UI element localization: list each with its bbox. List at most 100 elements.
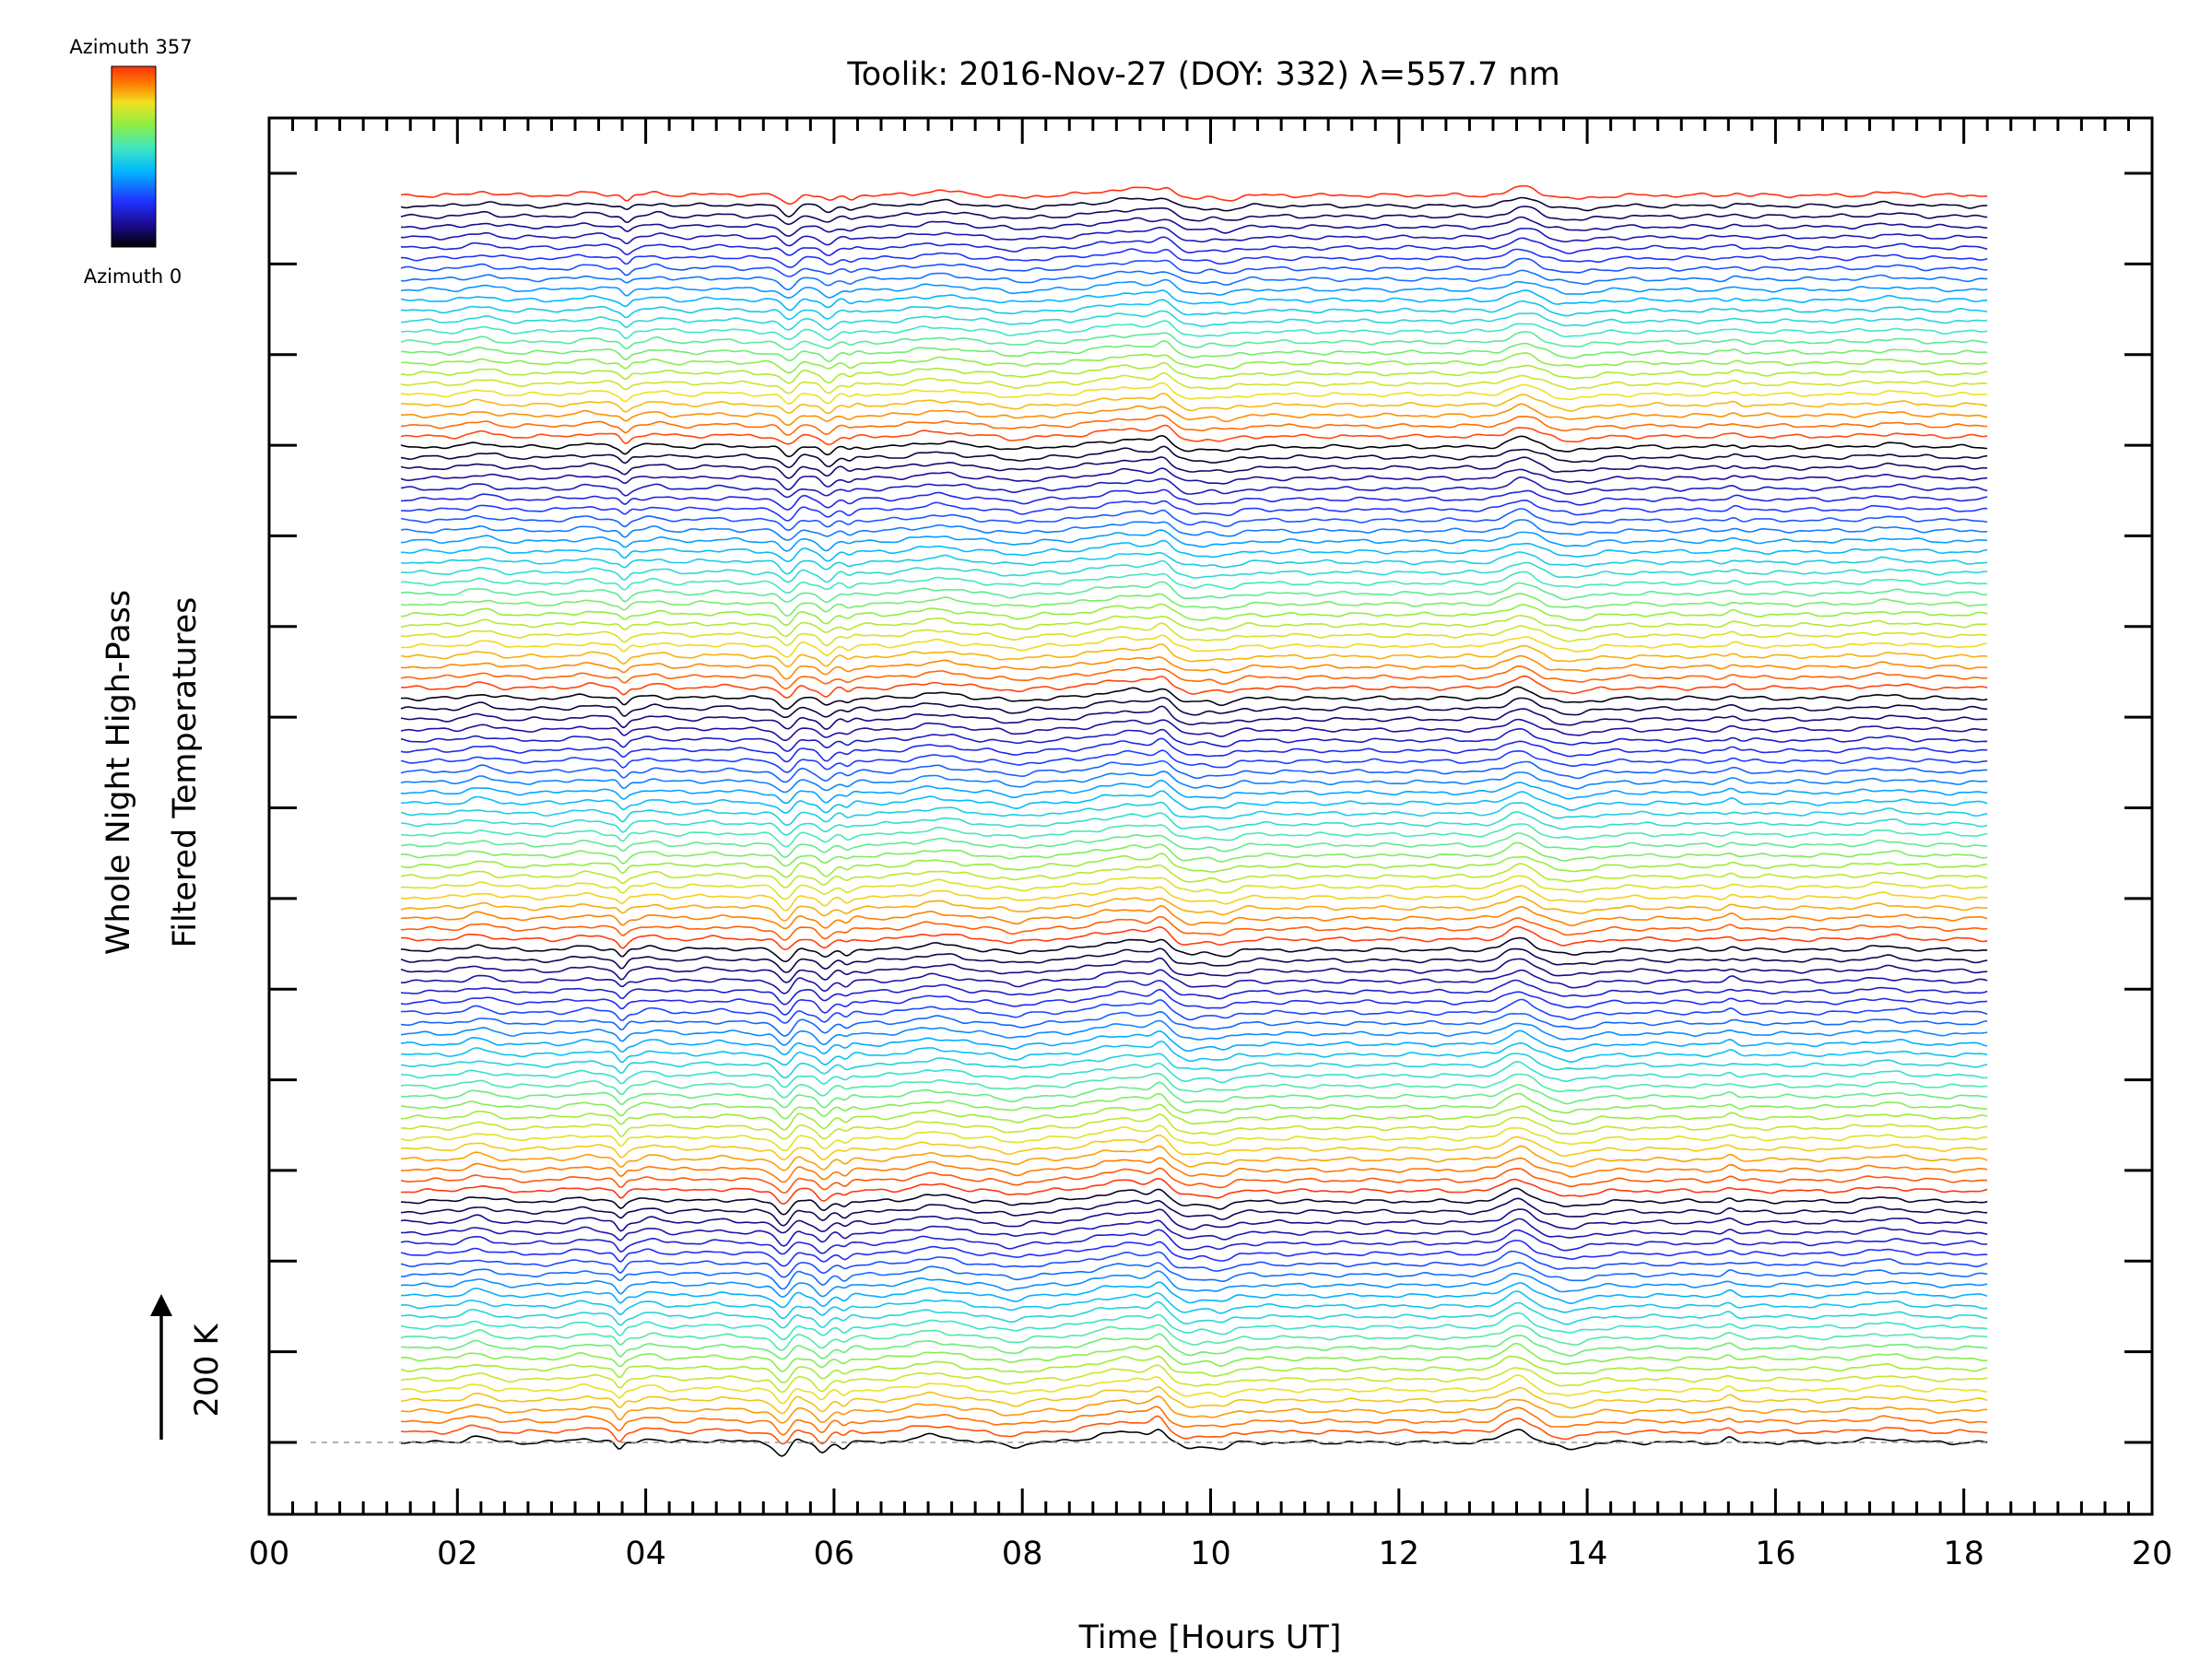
x-tick-label: 10 xyxy=(1190,1535,1231,1572)
x-tick-label: 04 xyxy=(625,1535,666,1572)
series-line xyxy=(400,339,1988,363)
series-line xyxy=(400,654,1988,680)
x-axis-label: Time [Hours UT] xyxy=(1078,1619,1342,1656)
series-line xyxy=(400,1250,1988,1278)
series-line xyxy=(400,1364,1988,1394)
series-line xyxy=(400,236,1988,257)
y-axis-label-line1: Whole Night High-Pass xyxy=(100,590,137,955)
colorbar-bottom-label: Azimuth 0 xyxy=(84,265,182,288)
series-line xyxy=(401,1290,1988,1320)
series-line xyxy=(401,1113,1988,1140)
series-line xyxy=(400,320,1988,341)
series-line xyxy=(400,1415,1988,1445)
series-line xyxy=(400,499,1988,522)
series-line xyxy=(400,895,1988,922)
axis-ticks xyxy=(267,118,2154,1514)
series-line xyxy=(400,434,1988,458)
series-line xyxy=(400,947,1988,973)
series-line xyxy=(400,936,1988,963)
x-tick-label: 16 xyxy=(1755,1535,1796,1572)
series-line xyxy=(400,519,1988,541)
x-tick-labels: 00 02 04 06 08 10 12 14 16 18 20 xyxy=(249,1535,2173,1572)
series-line xyxy=(400,885,1988,912)
series-line xyxy=(400,1010,1988,1037)
series-line xyxy=(400,1092,1988,1120)
colorbar-gradient xyxy=(111,65,157,248)
series-line xyxy=(400,1406,1988,1436)
series-line xyxy=(401,414,1988,436)
series-line xyxy=(401,529,1988,552)
series-line xyxy=(401,1157,1988,1183)
series-line xyxy=(401,823,1988,848)
series-line xyxy=(400,801,1988,827)
series-line xyxy=(400,352,1988,374)
series-line xyxy=(400,1167,1988,1194)
series-line xyxy=(400,206,1988,226)
series-line xyxy=(400,1053,1988,1078)
series-line xyxy=(401,1300,1988,1329)
series-line xyxy=(400,634,1988,658)
series-line xyxy=(400,289,1988,312)
series-line xyxy=(400,979,1988,1006)
series-line xyxy=(400,551,1988,575)
series-line xyxy=(400,1374,1988,1405)
series-line xyxy=(401,915,1988,941)
series-line xyxy=(400,1312,1988,1341)
series-line xyxy=(400,905,1988,930)
series-line xyxy=(400,1197,1988,1227)
series-line xyxy=(400,771,1988,794)
series-line xyxy=(400,1187,1988,1216)
series-line xyxy=(400,988,1988,1016)
series-line xyxy=(400,581,1988,604)
scale-bar-label: 200 K xyxy=(189,1324,226,1418)
series-line xyxy=(400,248,1988,268)
x-tick-label: 20 xyxy=(2132,1535,2173,1572)
series-line xyxy=(400,403,1988,427)
series-line xyxy=(400,488,1988,511)
scale-bar: 200 K xyxy=(150,1294,226,1440)
series-line xyxy=(400,1229,1988,1255)
series-line xyxy=(400,759,1988,783)
series-line xyxy=(400,718,1988,741)
series-line xyxy=(400,382,1988,405)
series-line xyxy=(400,841,1988,867)
series-line xyxy=(401,1177,1988,1206)
series-line xyxy=(400,196,1988,218)
colorbar-top-label: Azimuth 357 xyxy=(69,36,192,58)
series-line xyxy=(400,811,1988,836)
series-line xyxy=(400,1145,1988,1171)
series-line xyxy=(400,1355,1988,1383)
series-line xyxy=(400,278,1988,300)
series-line xyxy=(400,269,1988,291)
x-tick-label: 18 xyxy=(1943,1535,1984,1572)
series-line xyxy=(400,1270,1988,1298)
series-line xyxy=(401,969,1988,994)
series-line xyxy=(400,1124,1988,1152)
series-line xyxy=(400,456,1988,479)
series-line xyxy=(400,331,1988,351)
series-line xyxy=(400,467,1988,491)
series-line xyxy=(400,1072,1988,1099)
series-line xyxy=(400,1019,1988,1046)
series-line xyxy=(400,643,1988,668)
series-line xyxy=(400,875,1988,900)
series-line xyxy=(400,686,1988,711)
series-line xyxy=(401,1262,1988,1290)
x-tick-label: 08 xyxy=(1002,1535,1043,1572)
series-line xyxy=(400,1281,1988,1309)
series-line xyxy=(400,257,1988,277)
series-line xyxy=(400,226,1988,247)
series-line xyxy=(400,559,1988,583)
series-line xyxy=(400,445,1988,468)
series-line xyxy=(400,216,1988,238)
series-line xyxy=(400,310,1988,331)
scale-bar-arrow-head xyxy=(150,1294,172,1316)
series-line xyxy=(400,863,1988,888)
series-line xyxy=(401,539,1988,563)
series-line xyxy=(400,675,1988,699)
series-line xyxy=(401,1333,1988,1360)
series-line xyxy=(400,476,1988,499)
series-line xyxy=(400,998,1988,1024)
series-line xyxy=(400,1395,1988,1424)
chart-title: Toolik: 2016-Nov-27 (DOY: 332) λ=557.7 n… xyxy=(846,56,1559,93)
